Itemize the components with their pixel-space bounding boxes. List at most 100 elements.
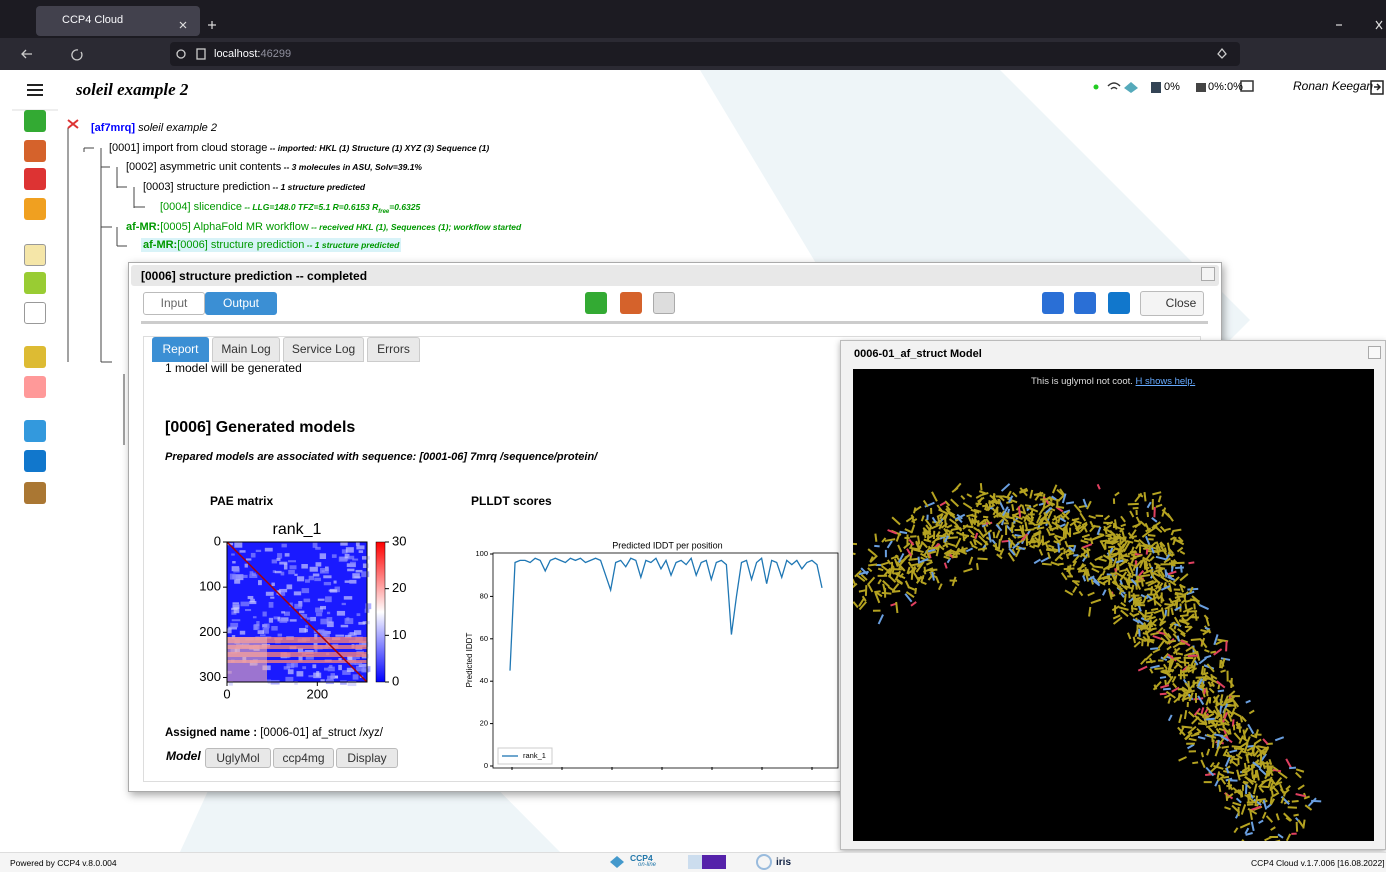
bond [1232, 746, 1242, 747]
bond [918, 536, 919, 545]
bond [1121, 516, 1125, 522]
heatmap-cell [345, 618, 354, 624]
bond [951, 499, 959, 506]
bond [878, 569, 883, 571]
heatmap-cell [357, 613, 361, 616]
heatmap-cell [264, 624, 270, 629]
bond [1062, 573, 1067, 580]
page: CCP4 Cloud localhost:46299 soleil exampl… [0, 0, 1386, 872]
bond [1180, 615, 1188, 616]
bond [1186, 667, 1192, 668]
bond [1242, 804, 1245, 814]
viewer-help[interactable]: H shows help. [1136, 376, 1196, 387]
bond [1254, 784, 1257, 795]
bond [1049, 534, 1055, 535]
cbar-tick-label: 10 [392, 627, 406, 642]
bond [1058, 556, 1062, 559]
chart-title: Predicted IDDT per position [612, 540, 722, 550]
heatmap-cell [361, 571, 369, 577]
bond [926, 562, 932, 565]
pae-ytick-label: 0 [214, 533, 221, 548]
heatmap-cell [240, 631, 245, 635]
bond [1278, 772, 1287, 778]
bond [1201, 760, 1205, 768]
bond [1065, 590, 1073, 594]
bond [1151, 586, 1152, 595]
bond [1273, 793, 1279, 796]
bond [1081, 540, 1089, 542]
bond [1064, 549, 1065, 555]
bond [1284, 791, 1285, 796]
bond [1234, 733, 1241, 740]
bond [1263, 739, 1268, 744]
heatmap-cell [233, 602, 240, 604]
bond [1198, 696, 1203, 705]
heatmap-cell [314, 578, 321, 581]
bond [1089, 516, 1096, 518]
heatmap-cell [277, 553, 282, 559]
bond [970, 520, 977, 521]
bond [1115, 519, 1116, 529]
iris-logo[interactable]: iris [776, 857, 791, 868]
bond [1141, 659, 1146, 665]
bond [1199, 605, 1208, 609]
viewer-note: This is uglymol not coot. H shows help. [1031, 376, 1195, 387]
bond [1189, 739, 1197, 741]
bond [1098, 484, 1100, 489]
bond [1240, 823, 1250, 827]
heatmap-cell [234, 542, 242, 547]
bond [1132, 530, 1136, 536]
pae-xtick-label: 0 [223, 686, 230, 701]
bond [1125, 537, 1126, 542]
bond [1146, 612, 1154, 613]
heatmap-cell [281, 611, 285, 613]
bond [868, 564, 877, 565]
viewer-close[interactable] [1368, 346, 1381, 359]
heatmap-cell [253, 616, 257, 618]
heatmap-cell [252, 573, 256, 576]
heatmap-cell [323, 575, 331, 578]
bond [1209, 688, 1214, 692]
bond [882, 593, 892, 594]
heatmap-cell [332, 554, 337, 558]
pae-ytick-label: 200 [199, 624, 221, 639]
bond [1204, 668, 1205, 675]
molecule-viewer[interactable] [853, 369, 1374, 841]
bond [1233, 803, 1241, 806]
heatmap-cell [275, 571, 282, 573]
bond [1150, 669, 1153, 674]
heatmap-cell [320, 619, 328, 625]
bond [1134, 593, 1135, 603]
heatmap-cell [327, 612, 330, 614]
heatmap-cell [288, 560, 296, 562]
bond [1116, 560, 1124, 562]
bond [1042, 564, 1052, 565]
bond [1139, 611, 1145, 616]
bond [1265, 837, 1272, 840]
heatmap-cell [340, 680, 347, 684]
heatmap-cell [272, 559, 277, 563]
bond [1134, 540, 1139, 541]
bond [989, 532, 991, 542]
bond [1150, 557, 1154, 561]
bond [1169, 715, 1172, 721]
bond [1218, 691, 1224, 692]
bond [1137, 576, 1138, 586]
bond [1198, 724, 1207, 725]
bond [1019, 548, 1025, 549]
heatmap-cell [313, 673, 321, 679]
bond [853, 552, 855, 554]
y-tick-label: 100 [475, 549, 488, 558]
bond [915, 588, 916, 594]
bond [1287, 834, 1290, 841]
heatmap-cell [354, 630, 361, 635]
bond [1090, 521, 1092, 526]
heatmap-cell [329, 590, 337, 592]
heatmap-cell [318, 599, 325, 601]
heatmap-cell [316, 613, 322, 617]
bond [1246, 701, 1251, 703]
bond [1216, 641, 1223, 644]
heatmap-cell [353, 674, 359, 679]
bond [1272, 791, 1273, 797]
bond [1014, 516, 1023, 519]
